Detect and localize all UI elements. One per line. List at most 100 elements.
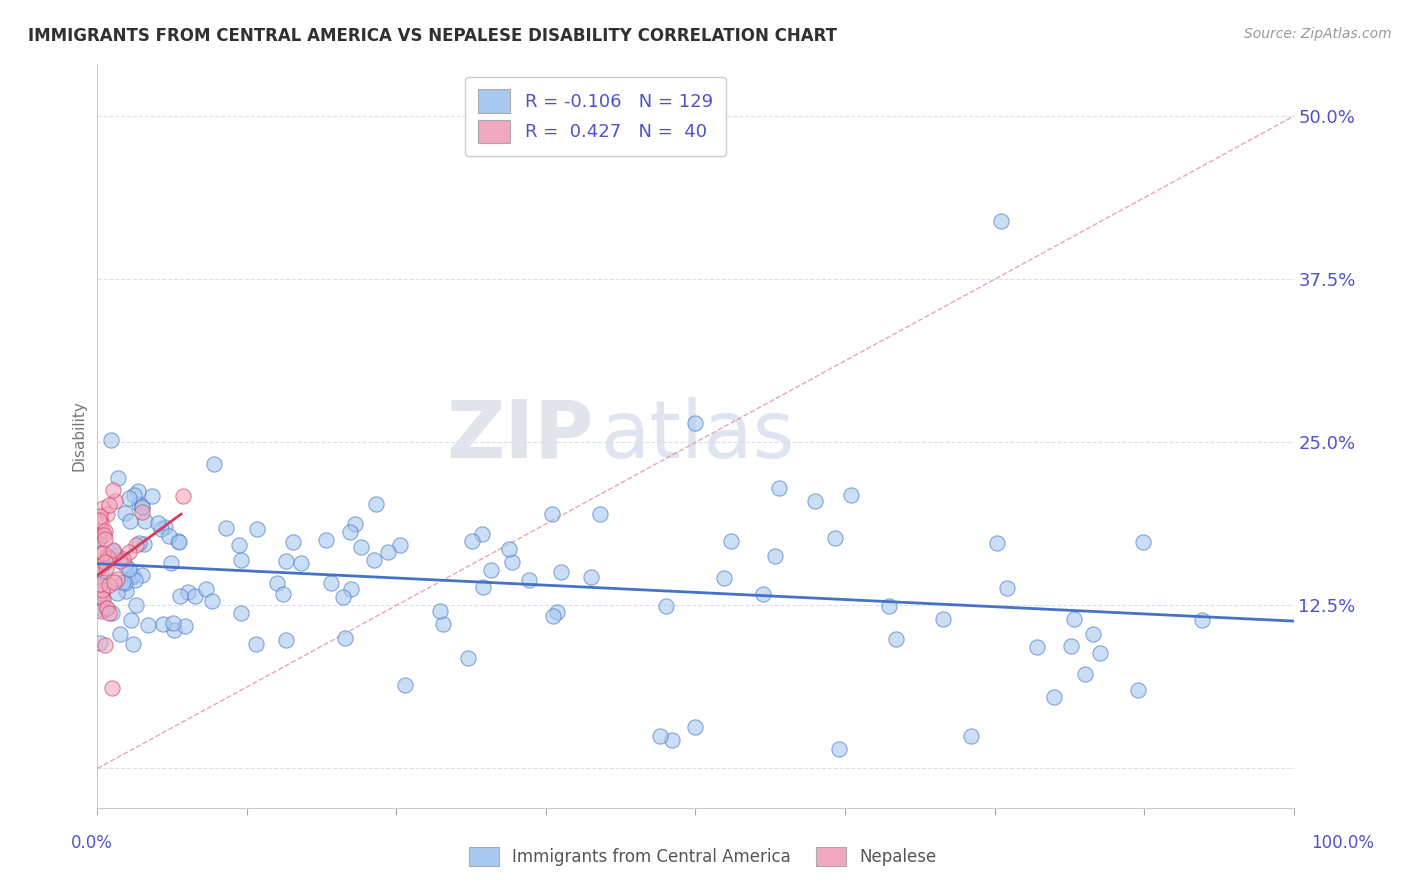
Point [125,599,148,613]
Point [877,599,900,613]
Point [134,514,156,528]
Point [471,527,494,541]
Point [132,537,155,551]
Point [517,574,540,588]
Point [1126,683,1149,698]
Point [94,555,117,569]
Point [97,551,120,566]
Point [932,612,955,626]
Point [105,572,128,586]
Point [103,575,125,590]
Point [94,533,117,547]
Point [94,561,117,575]
Point [648,729,671,743]
Legend: Immigrants from Central America, Nepalese: Immigrants from Central America, Nepales… [461,838,945,875]
Point [349,540,371,554]
Text: 0.0%: 0.0% [70,834,112,852]
Point [828,742,851,756]
Point [155,520,177,534]
Point [94,638,117,652]
Point [131,505,153,519]
Point [763,549,786,563]
Point [271,587,294,601]
Point [167,534,190,549]
Point [122,488,145,502]
Point [131,500,153,514]
Point [685,720,707,734]
Point [245,637,267,651]
Point [661,732,683,747]
Point [108,626,131,640]
Text: ZIP: ZIP [447,397,593,475]
Point [122,637,145,651]
Point [990,213,1012,227]
Point [100,606,122,620]
Point [546,606,568,620]
Point [98,577,121,591]
Point [89,508,111,523]
Point [768,481,790,495]
Point [340,582,363,596]
Point [91,523,114,537]
Point [128,497,150,511]
Point [114,506,136,520]
Point [1088,646,1111,660]
Point [98,607,121,621]
Point [90,604,112,618]
Point [94,601,117,615]
Point [986,536,1008,550]
Point [163,623,186,637]
Point [100,681,122,695]
Point [654,599,676,613]
Point [174,618,197,632]
Point [128,536,150,550]
Point [1074,666,1097,681]
Point [394,678,416,692]
Point [172,489,194,503]
Point [131,567,153,582]
Point [98,551,121,566]
Point [89,559,111,574]
Point [343,516,366,531]
Point [120,613,142,627]
Point [1026,640,1049,654]
Point [90,583,112,598]
Point [105,548,128,562]
Point [100,434,122,448]
Text: 100.0%: 100.0% [1312,834,1374,852]
Point [332,590,354,604]
Text: Source: ZipAtlas.com: Source: ZipAtlas.com [1244,27,1392,41]
Point [105,586,128,600]
Point [228,538,250,552]
Point [114,576,136,591]
Point [1081,627,1104,641]
Point [886,632,908,647]
Point [87,513,110,527]
Point [429,604,451,618]
Point [713,570,735,584]
Point [333,631,356,645]
Point [229,552,252,566]
Point [479,563,502,577]
Point [501,555,523,569]
Point [162,615,184,630]
Point [1043,690,1066,704]
Point [91,545,114,559]
Point [804,494,827,508]
Point [498,541,520,556]
Point [364,497,387,511]
Point [363,552,385,566]
Point [581,570,603,584]
Point [995,582,1018,596]
Point [96,549,118,563]
Point [108,554,131,568]
Point [115,583,138,598]
Point [839,487,862,501]
Point [1063,612,1085,626]
Point [96,507,118,521]
Point [276,632,298,647]
Text: IMMIGRANTS FROM CENTRAL AMERICA VS NEPALESE DISABILITY CORRELATION CHART: IMMIGRANTS FROM CENTRAL AMERICA VS NEPAL… [28,27,837,45]
Point [195,582,218,596]
Point [89,532,111,546]
Legend: R = -0.106   N = 129, R =  0.427   N =  40: R = -0.106 N = 129, R = 0.427 N = 40 [465,77,725,156]
